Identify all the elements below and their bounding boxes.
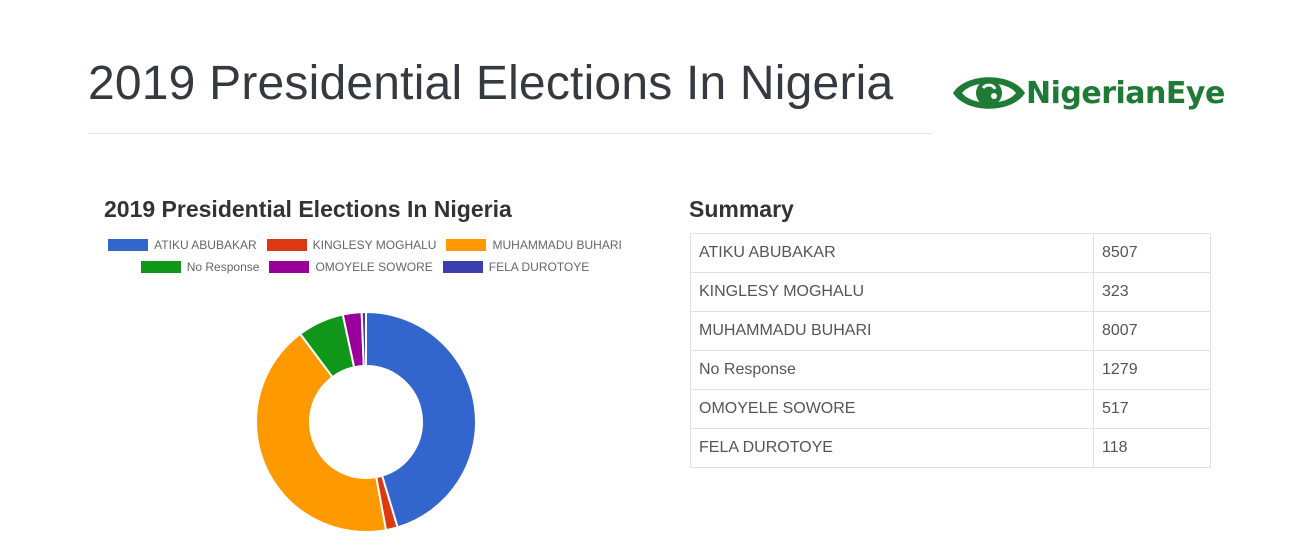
donut-chart [255, 310, 477, 533]
legend-swatch [446, 239, 487, 251]
vote-count-cell: 8007 [1093, 311, 1211, 351]
chart-title: 2019 Presidential Elections In Nigeria [104, 196, 512, 222]
legend-item[interactable]: No Response [140, 259, 260, 275]
summary-table: ATIKU ABUBAKAR 8507 KINGLESY MOGHALU 323 MUH… [690, 233, 1211, 468]
table-row: No Response 1279 [690, 350, 1211, 390]
legend-swatch [266, 239, 307, 251]
legend-item[interactable]: KINGLESY MOGHALU [266, 237, 437, 253]
vote-count-cell: 8507 [1093, 233, 1211, 273]
title-divider [88, 133, 933, 134]
candidate-name-cell: FELA DUROTOYE [690, 428, 1094, 468]
legend-label: MUHAMMADU BUHARI [492, 238, 622, 252]
candidate-name-cell: No Response [690, 350, 1094, 390]
page-title: 2019 Presidential Elections In Nigeria [88, 57, 894, 110]
summary-title: Summary [689, 196, 794, 222]
logo: NigerianEye [950, 62, 1240, 124]
logo-text: NigerianEye [1026, 75, 1225, 111]
legend-item[interactable]: OMOYELE SOWORE [269, 259, 433, 275]
candidate-name-cell: KINGLESY MOGHALU [690, 272, 1094, 312]
donut-slice[interactable] [360, 310, 367, 368]
legend-label: OMOYELE SOWORE [315, 260, 433, 274]
chart-legend: ATIKU ABUBAKAR KINGLESY MOGHALU MUHAMMADU … [100, 237, 630, 275]
vote-count-cell: 118 [1093, 428, 1211, 468]
legend-label: ATIKU ABUBAKAR [154, 238, 257, 252]
legend-label: No Response [186, 260, 260, 274]
candidate-name-cell: MUHAMMADU BUHARI [690, 311, 1094, 351]
candidate-name-cell: OMOYELE SOWORE [690, 389, 1094, 429]
legend-swatch [442, 261, 483, 273]
candidate-name-cell: ATIKU ABUBAKAR [690, 233, 1094, 273]
table-row: MUHAMMADU BUHARI 8007 [690, 311, 1211, 351]
legend-item[interactable]: MUHAMMADU BUHARI [446, 237, 622, 253]
legend-item[interactable]: FELA DUROTOYE [442, 259, 590, 275]
table-row: ATIKU ABUBAKAR 8507 [690, 233, 1211, 273]
table-row: OMOYELE SOWORE 517 [690, 389, 1211, 429]
vote-count-cell: 323 [1093, 272, 1211, 312]
eye-icon [953, 77, 1025, 109]
table-row: KINGLESY MOGHALU 323 [690, 272, 1211, 312]
donut-slice[interactable] [255, 332, 388, 533]
vote-count-cell: 517 [1093, 389, 1211, 429]
legend-item[interactable]: ATIKU ABUBAKAR [108, 237, 257, 253]
legend-swatch [108, 239, 149, 251]
legend-label: FELA DUROTOYE [488, 260, 590, 274]
table-row: FELA DUROTOYE 118 [690, 428, 1211, 468]
legend-label: KINGLESY MOGHALU [312, 238, 437, 252]
legend-swatch [140, 261, 181, 273]
vote-count-cell: 1279 [1093, 350, 1211, 390]
donut-slice[interactable] [365, 310, 477, 529]
legend-swatch [269, 261, 310, 273]
